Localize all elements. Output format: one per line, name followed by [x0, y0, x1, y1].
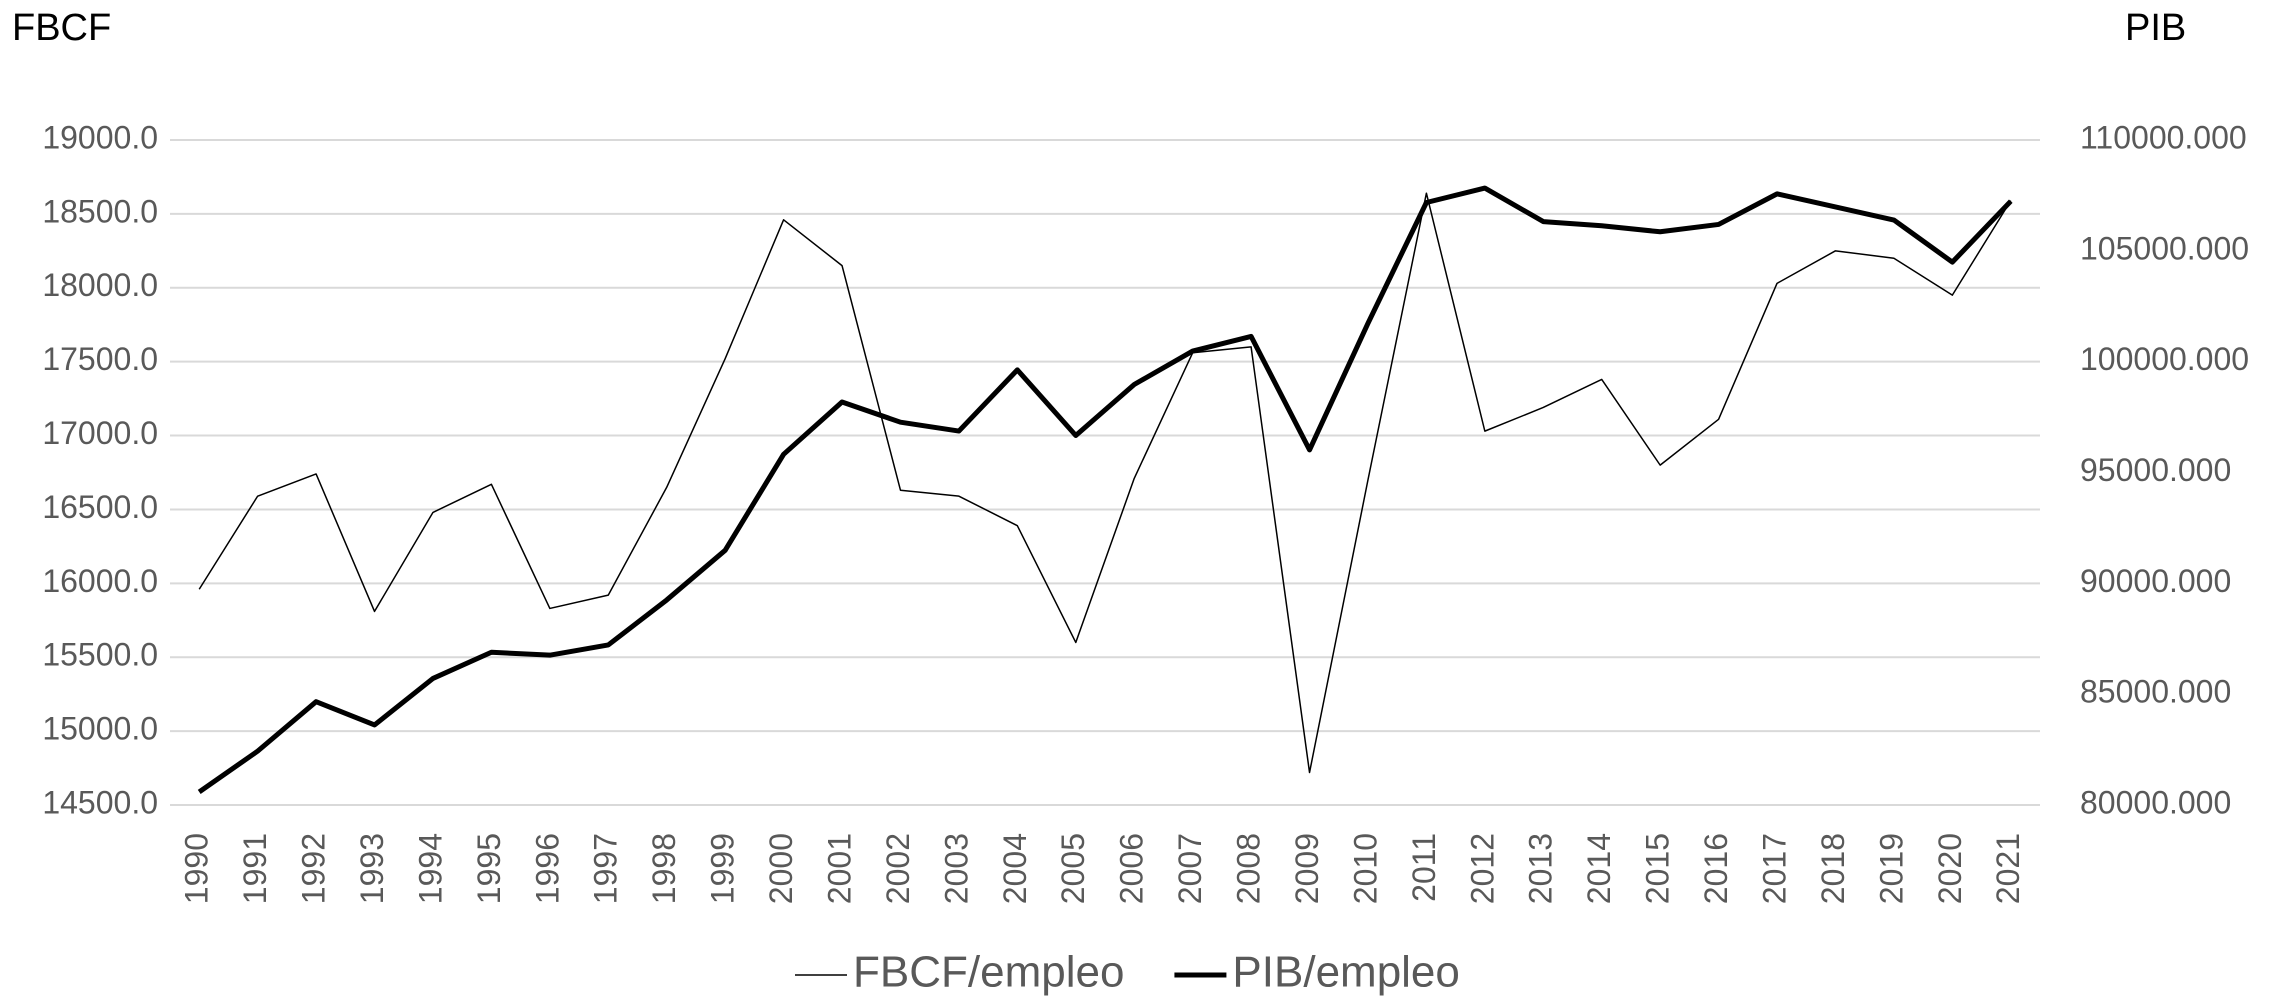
x-tick-label: 2006 [1114, 833, 1150, 904]
x-tick-label: 1991 [237, 833, 273, 904]
x-tick-label: 2017 [1756, 833, 1792, 904]
y2-tick-label: 100000.000 [2080, 341, 2249, 377]
x-tick-label: 1995 [471, 833, 507, 904]
y-tick-label: 14500.0 [42, 784, 158, 820]
x-tick-label: 1996 [529, 833, 565, 904]
x-tick-label: 1997 [588, 833, 624, 904]
x-tick-label: 2001 [821, 833, 857, 904]
x-tick-label: 2005 [1055, 833, 1091, 904]
y2-tick-label: 80000.000 [2080, 784, 2231, 820]
x-tick-label: 1999 [705, 833, 741, 904]
x-tick-label: 2016 [1698, 833, 1734, 904]
x-tick-label: 2012 [1464, 833, 1500, 904]
x-tick-label: 2019 [1873, 833, 1909, 904]
x-tick-label: 1994 [412, 833, 448, 904]
x-tick-label: 2011 [1406, 833, 1442, 902]
y-tick-label: 18000.0 [42, 267, 158, 303]
x-tick-label: 2007 [1172, 833, 1208, 904]
x-tick-label: 1992 [296, 833, 332, 904]
x-tick-label: 2020 [1932, 833, 1968, 904]
x-tick-label: 2021 [1990, 833, 2026, 904]
x-tick-label: 2004 [997, 833, 1033, 904]
y2-tick-label: 90000.000 [2080, 563, 2231, 599]
y-tick-label: 15000.0 [42, 711, 158, 747]
y-tick-label: 17500.0 [42, 341, 158, 377]
x-tick-label: 2010 [1347, 833, 1383, 904]
series-line [198, 192, 2012, 774]
x-tick-label: 2000 [763, 833, 799, 904]
series-line [197, 185, 2013, 794]
y-tick-label: 17000.0 [42, 415, 158, 451]
x-tick-label: 2003 [938, 833, 974, 904]
x-tick-label: 2015 [1640, 833, 1676, 904]
x-tick-label: 2009 [1289, 833, 1325, 904]
y-tick-label: 16000.0 [42, 563, 158, 599]
y2-tick-label: 105000.000 [2080, 230, 2249, 266]
x-tick-label: 2018 [1815, 833, 1851, 904]
y2-axis-title: PIB [2125, 7, 2186, 49]
y-tick-label: 16500.0 [42, 489, 158, 525]
x-tick-label: 2002 [880, 833, 916, 904]
y-axis-title: FBCF [12, 7, 111, 49]
y2-tick-label: 85000.000 [2080, 674, 2231, 710]
legend-label: PIB/empleo [1232, 948, 1459, 997]
x-tick-label: 1990 [179, 833, 215, 904]
y2-tick-label: 95000.000 [2080, 452, 2231, 488]
y2-tick-label: 110000.000 [2080, 119, 2247, 155]
legend-label: FBCF/empleo [853, 948, 1124, 997]
x-tick-label: 1993 [354, 833, 390, 904]
x-tick-label: 1998 [646, 833, 682, 904]
x-tick-label: 2014 [1581, 833, 1617, 904]
x-tick-label: 2013 [1523, 833, 1559, 904]
y-tick-label: 19000.0 [42, 119, 158, 155]
y-tick-label: 18500.0 [42, 193, 158, 229]
x-tick-label: 2008 [1231, 833, 1267, 904]
y-tick-label: 15500.0 [42, 637, 158, 673]
